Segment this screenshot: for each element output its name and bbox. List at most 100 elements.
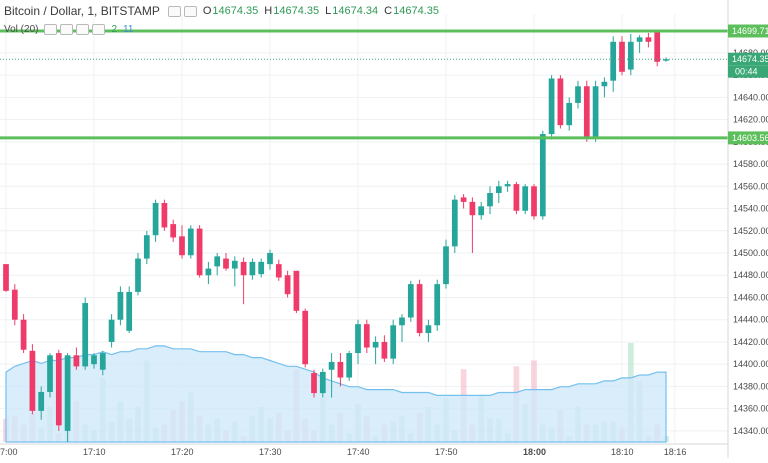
countdown-label: 00:44 <box>735 67 758 77</box>
eye-icon[interactable] <box>167 5 181 17</box>
legend-main: Bitcoin / Dollar, 1, BITSTAMP O 14674.35… <box>4 4 439 18</box>
candle-body <box>399 317 405 326</box>
candle-body <box>135 258 141 292</box>
candle-body <box>267 253 273 265</box>
candle-body <box>311 373 317 394</box>
candle-body <box>117 291 124 320</box>
x-tick-label: 17:40 <box>347 447 370 457</box>
countdown-tag <box>728 65 768 78</box>
candle-body <box>214 256 221 267</box>
candle-body <box>469 201 476 216</box>
candle-body <box>302 310 309 365</box>
ohlc-high-key: H <box>264 5 273 17</box>
support-price-tag <box>728 131 768 145</box>
candle-body <box>416 284 423 334</box>
ohlc-low-value: 14674.34 <box>332 5 379 17</box>
candle-body <box>627 41 634 70</box>
candle-body <box>275 264 282 278</box>
resistance-price-tag <box>728 24 768 38</box>
candle-body <box>566 102 573 126</box>
candle-body <box>20 319 27 350</box>
horizontal-levels <box>0 29 728 140</box>
candle-body <box>196 228 203 276</box>
candle-body <box>381 341 388 359</box>
ohlc-close-value: 14674.35 <box>393 5 439 17</box>
candle-body <box>73 355 80 367</box>
y-tick-label: 14540.00 <box>733 204 768 214</box>
candle-body <box>29 350 36 411</box>
candles <box>3 30 669 442</box>
candle-body <box>337 361 344 378</box>
support-price-label: 14603.56 <box>732 133 768 143</box>
y-tick-label: 14480.00 <box>733 270 768 280</box>
symbol-title[interactable]: Bitcoin / Dollar, 1, BITSTAMP <box>4 4 160 18</box>
candle-body <box>487 192 493 207</box>
candle-body <box>108 319 115 342</box>
candle-body <box>179 236 185 256</box>
settings-icon[interactable] <box>60 24 74 35</box>
candle-body <box>407 284 414 318</box>
candle-body <box>231 260 238 269</box>
candle-body <box>372 341 379 348</box>
candle-body <box>557 78 564 126</box>
resistance-price-label: 14699.71 <box>732 26 768 36</box>
y-tick-label: 14500.00 <box>733 248 768 258</box>
candle-body <box>355 324 361 354</box>
volume-indicator-label[interactable]: Vol (20) <box>4 24 39 35</box>
candle-body <box>319 371 326 394</box>
candle-body <box>38 391 45 411</box>
more-icon[interactable] <box>92 24 106 35</box>
candle-body <box>346 353 353 378</box>
candle-body <box>495 186 502 193</box>
legend-volume: Vol (20) 2 11 <box>4 24 133 35</box>
y-tick-label: 14620.00 <box>733 115 768 125</box>
ohlc-low-key: L <box>325 5 332 17</box>
candle-body <box>645 37 652 42</box>
x-tick-label: 17:30 <box>259 447 282 457</box>
x-tick-label: 17:50 <box>435 447 458 457</box>
candle-body <box>610 41 617 81</box>
y-tick-label: 14520.00 <box>733 226 768 236</box>
candle-body <box>187 228 194 256</box>
candle-body <box>240 261 247 276</box>
candle-body <box>654 30 661 62</box>
x-tick-label: 18:00 <box>523 447 546 457</box>
candle-body <box>55 353 62 426</box>
candle-body <box>11 289 18 320</box>
candle-body <box>592 86 599 138</box>
candle-body <box>143 235 150 259</box>
y-tick-label: 14380.00 <box>733 381 768 391</box>
volume-ma-value: 11 <box>123 24 134 35</box>
candle-body <box>434 284 441 326</box>
candle-body <box>126 291 133 331</box>
candle-body <box>328 361 335 370</box>
volume-moving-average <box>5 345 667 443</box>
candle-body <box>443 246 449 285</box>
eye-icon[interactable] <box>44 24 58 35</box>
candle-body <box>152 202 159 236</box>
y-tick-label: 14640.00 <box>733 92 768 102</box>
candle-body <box>284 275 291 295</box>
ohlc-close-key: C <box>384 5 393 17</box>
x-tick-label: 7:00 <box>0 447 18 457</box>
candle-body <box>47 355 53 392</box>
y-tick-label: 14440.00 <box>733 315 768 325</box>
x-tick-label: 18:10 <box>611 447 634 457</box>
settings-icon[interactable] <box>183 5 197 17</box>
candle-body <box>390 325 397 359</box>
candle-body <box>583 86 590 138</box>
y-tick-label: 14400.00 <box>733 359 768 369</box>
candle-body <box>223 258 229 269</box>
candle-body <box>91 355 97 365</box>
y-tick-label: 14360.00 <box>733 404 768 414</box>
close-icon[interactable] <box>76 24 90 35</box>
candle-body <box>170 224 177 238</box>
ohlc-open-value: 14674.35 <box>212 5 259 17</box>
candle-body <box>99 353 106 370</box>
candle-body <box>548 78 555 135</box>
candle-body <box>513 184 520 211</box>
y-tick-label: 14460.00 <box>733 292 768 302</box>
y-tick-label: 14340.00 <box>733 426 768 436</box>
